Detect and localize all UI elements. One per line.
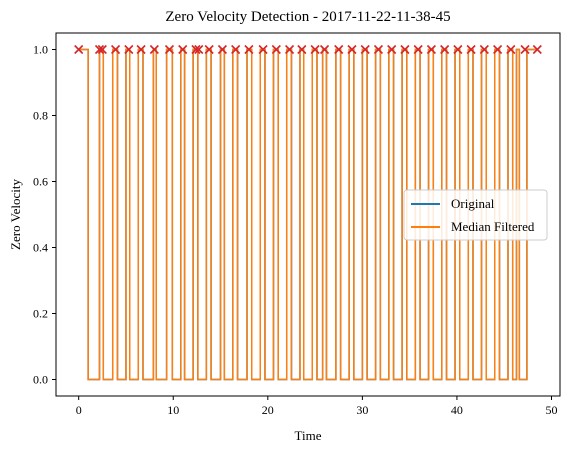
x-tick-label: 50 (545, 403, 557, 417)
x-axis-label: Time (295, 428, 322, 443)
x-marker (164, 44, 175, 55)
x-marker (493, 44, 503, 55)
x-marker (94, 44, 105, 55)
x-marker (149, 44, 159, 55)
x-marker (319, 44, 330, 55)
plot-frame (55, 32, 561, 397)
y-tick-label: 0.6 (33, 175, 48, 189)
x-marker (284, 44, 295, 55)
chart-title: Zero Velocity Detection - 2017-11-22-11-… (165, 9, 450, 25)
y-tick-label: 0.2 (33, 307, 48, 321)
x-marker (74, 44, 84, 55)
legend-label-original: Original (451, 196, 495, 211)
y-tick-label: 0.0 (33, 373, 48, 387)
y-tick-label: 0.4 (33, 241, 48, 255)
x-marker (178, 44, 188, 55)
x-marker (258, 44, 268, 55)
x-marker (413, 44, 423, 55)
x-tick-label: 10 (167, 403, 179, 417)
x-marker (440, 44, 450, 55)
y-axis-label: Zero Velocity (8, 179, 23, 250)
x-tick-label: 0 (76, 403, 82, 417)
legend-label-median-filtered: Median Filtered (451, 219, 535, 234)
x-marker (231, 44, 241, 55)
x-marker (310, 44, 320, 55)
marker-layer (74, 44, 542, 55)
x-tick-label: 30 (356, 403, 368, 417)
x-marker (204, 44, 214, 55)
x-marker (453, 44, 463, 55)
x-marker (191, 44, 201, 55)
x-marker (136, 44, 146, 55)
x-marker (387, 44, 397, 55)
x-marker (466, 44, 476, 55)
x-marker (334, 44, 344, 55)
x-marker (217, 44, 227, 55)
x-marker (97, 44, 107, 55)
x-tick-label: 40 (451, 403, 463, 417)
x-marker (373, 44, 384, 55)
x-marker (532, 44, 542, 55)
x-axis: 0 10 20 30 40 50 (76, 396, 557, 417)
x-marker (124, 44, 134, 55)
x-tick-label: 20 (262, 403, 274, 417)
x-marker (506, 44, 516, 55)
x-marker (479, 44, 489, 55)
x-marker (111, 44, 121, 55)
x-marker (297, 44, 307, 55)
legend: Original Median Filtered (403, 189, 548, 241)
y-tick-label: 1.0 (33, 43, 48, 57)
x-marker (347, 44, 357, 55)
x-marker (194, 44, 204, 55)
x-marker (520, 44, 530, 55)
x-marker (271, 44, 281, 55)
x-marker (244, 44, 254, 55)
x-marker (426, 44, 436, 55)
y-tick-label: 0.8 (33, 109, 48, 123)
y-axis: 0.0 0.2 0.4 0.6 0.8 1.0 (33, 43, 56, 387)
x-marker (360, 44, 370, 55)
x-marker (400, 44, 410, 55)
